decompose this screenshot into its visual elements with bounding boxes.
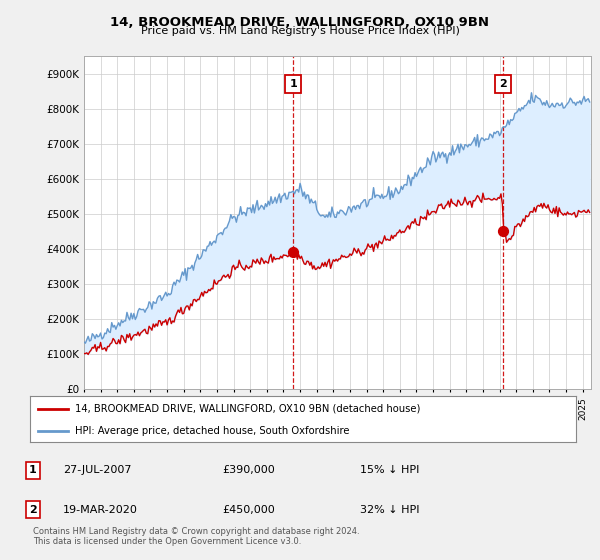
Text: 1: 1 <box>29 465 37 475</box>
Text: 14, BROOKMEAD DRIVE, WALLINGFORD, OX10 9BN (detached house): 14, BROOKMEAD DRIVE, WALLINGFORD, OX10 9… <box>75 404 420 414</box>
Text: 32% ↓ HPI: 32% ↓ HPI <box>360 505 419 515</box>
Text: 14, BROOKMEAD DRIVE, WALLINGFORD, OX10 9BN: 14, BROOKMEAD DRIVE, WALLINGFORD, OX10 9… <box>110 16 490 29</box>
Text: Contains HM Land Registry data © Crown copyright and database right 2024.
This d: Contains HM Land Registry data © Crown c… <box>33 526 359 546</box>
Text: 27-JUL-2007: 27-JUL-2007 <box>63 465 131 475</box>
Text: 1: 1 <box>289 79 297 89</box>
Text: HPI: Average price, detached house, South Oxfordshire: HPI: Average price, detached house, Sout… <box>75 426 349 436</box>
Point <box>289 248 298 257</box>
Text: £390,000: £390,000 <box>222 465 275 475</box>
Text: Price paid vs. HM Land Registry's House Price Index (HPI): Price paid vs. HM Land Registry's House … <box>140 26 460 36</box>
Text: 2: 2 <box>499 79 507 89</box>
Point <box>498 227 508 236</box>
Text: 15% ↓ HPI: 15% ↓ HPI <box>360 465 419 475</box>
Text: 19-MAR-2020: 19-MAR-2020 <box>63 505 138 515</box>
Text: 2: 2 <box>29 505 37 515</box>
Text: £450,000: £450,000 <box>222 505 275 515</box>
